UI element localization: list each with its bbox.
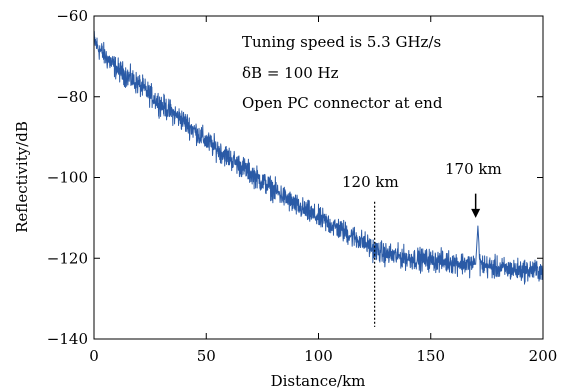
annotation-120km-label: 120 km <box>342 173 399 191</box>
ticks-layer: 0 50 100 150 200 −140 −120 −100 −80 −60 <box>47 7 558 365</box>
series-layer <box>93 30 544 285</box>
annotation-170km-label: 170 km <box>445 160 502 178</box>
annotation-open-pc: Open PC connector at end <box>242 94 443 112</box>
annotation-tuning-speed: Tuning speed is 5.3 GHz/s <box>242 33 441 51</box>
x-tick-label: 200 <box>529 347 558 365</box>
x-tick-label: 100 <box>304 347 333 365</box>
y-axis-label: Reflectivity/dB <box>13 121 31 233</box>
y-tick-label: −60 <box>56 7 88 25</box>
x-tick-label: 0 <box>89 347 99 365</box>
y-tick-label: −100 <box>47 169 88 187</box>
y-tick-label: −120 <box>47 249 88 267</box>
y-tick-label: −140 <box>47 330 88 348</box>
x-tick-label: 150 <box>416 347 445 365</box>
down-arrow-icon <box>471 208 481 218</box>
x-tick-label: 50 <box>197 347 216 365</box>
reflectivity-trace <box>93 30 544 285</box>
annotation-delta-b: δB = 100 Hz <box>242 64 339 82</box>
y-tick-label: −80 <box>56 88 88 106</box>
x-axis-label: Distance/km <box>271 372 366 390</box>
annotations-layer: Tuning speed is 5.3 GHz/s δB = 100 Hz Op… <box>242 33 502 327</box>
